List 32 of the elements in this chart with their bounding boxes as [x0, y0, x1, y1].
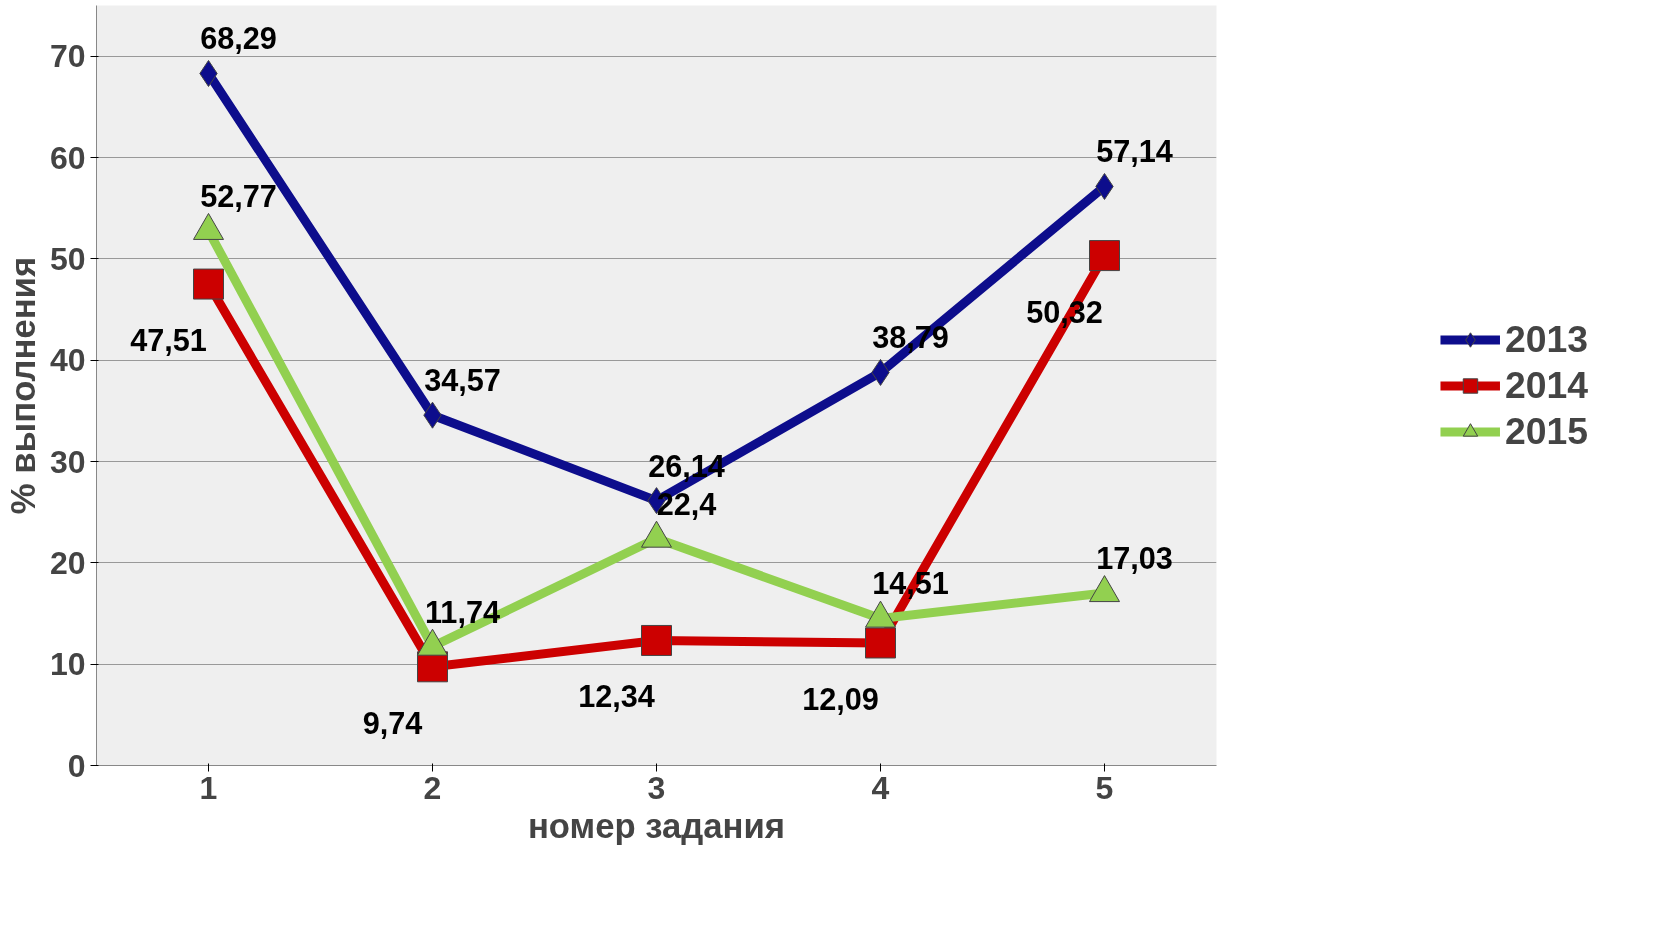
y-tick-label: 70 — [49, 38, 86, 75]
data-label: 11,74 — [424, 594, 501, 629]
y-axis-title: % выполнения — [3, 256, 42, 515]
x-tick-label: 1 — [199, 769, 218, 806]
point — [193, 268, 224, 300]
y-tick-label: 0 — [67, 747, 86, 784]
legend-label: 2015 — [1504, 409, 1589, 453]
y-tick-label: 50 — [49, 240, 86, 277]
data-label: 34,57 — [424, 363, 501, 398]
x-tick-label: 5 — [1095, 769, 1114, 806]
legend-label: 2014 — [1504, 363, 1589, 407]
y-tick-label: 10 — [49, 646, 86, 683]
y-tick-label: 20 — [49, 544, 86, 581]
point — [865, 627, 896, 659]
y-tick-label: 40 — [49, 342, 86, 379]
y-tick-label: 30 — [49, 443, 86, 480]
x-tick-label: 2 — [423, 769, 442, 806]
point — [641, 624, 672, 656]
data-label: 47,51 — [130, 323, 207, 358]
x-axis-title: номер задания — [527, 806, 786, 845]
data-label: 12,34 — [578, 679, 655, 714]
x-tick-label: 3 — [647, 769, 666, 806]
point — [1089, 240, 1120, 272]
y-tick-label: 60 — [49, 139, 86, 176]
data-label: 68,29 — [200, 21, 277, 56]
data-label: 17,03 — [1096, 540, 1173, 575]
data-label: 57,14 — [1096, 134, 1173, 169]
legend-label: 2013 — [1504, 317, 1589, 361]
data-label: 9,74 — [362, 705, 423, 740]
data-label: 12,09 — [802, 681, 879, 716]
x-tick-label: 4 — [871, 769, 890, 806]
data-label: 52,77 — [200, 178, 277, 213]
